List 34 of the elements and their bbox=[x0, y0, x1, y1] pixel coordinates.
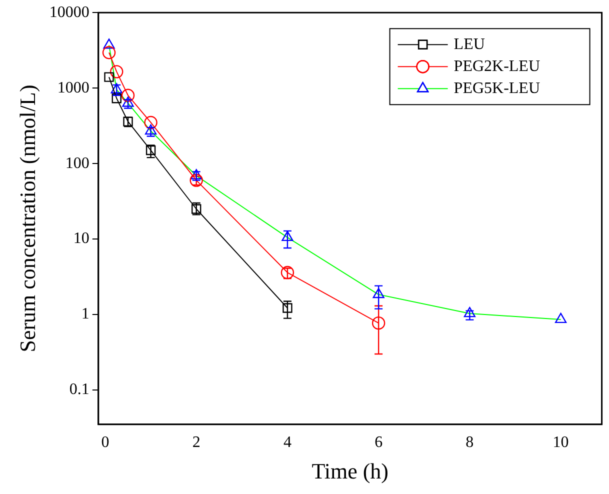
point bbox=[110, 83, 122, 94]
y-tick-label: 100 bbox=[65, 154, 90, 172]
legend-label: LEU bbox=[454, 36, 486, 53]
y-axis-title: Serum concentration (nmol/L) bbox=[14, 84, 40, 352]
point bbox=[110, 65, 124, 78]
y-tick-label: 10000 bbox=[49, 4, 90, 21]
x-tick-label: 8 bbox=[466, 434, 474, 452]
point bbox=[144, 124, 157, 135]
point bbox=[555, 312, 567, 324]
point bbox=[112, 94, 122, 104]
x-axis-title: Time (h) bbox=[312, 458, 389, 484]
point bbox=[103, 38, 115, 49]
point bbox=[464, 306, 476, 318]
point bbox=[104, 72, 114, 82]
point bbox=[122, 96, 134, 107]
x-tick-label: 4 bbox=[283, 434, 292, 452]
x-tick-label: 10 bbox=[552, 434, 569, 452]
x-tick-label: 6 bbox=[374, 434, 383, 452]
x-tick-label: 2 bbox=[192, 434, 200, 452]
point bbox=[282, 303, 292, 313]
y-tick-label: 0.1 bbox=[69, 381, 90, 398]
point bbox=[372, 316, 386, 330]
point bbox=[144, 116, 158, 130]
y-tick-label: 1 bbox=[81, 306, 90, 323]
x-tick-label: 0 bbox=[101, 434, 110, 452]
y-tick-label: 1000 bbox=[57, 79, 90, 96]
y-tick-label: 10 bbox=[73, 230, 90, 248]
legend-label: PEG2K-LEU bbox=[454, 58, 540, 75]
point bbox=[282, 230, 294, 242]
legend-label: PEG5K-LEU bbox=[454, 80, 540, 97]
point bbox=[102, 46, 116, 60]
point bbox=[146, 145, 156, 156]
point bbox=[372, 288, 384, 298]
point bbox=[121, 88, 135, 102]
